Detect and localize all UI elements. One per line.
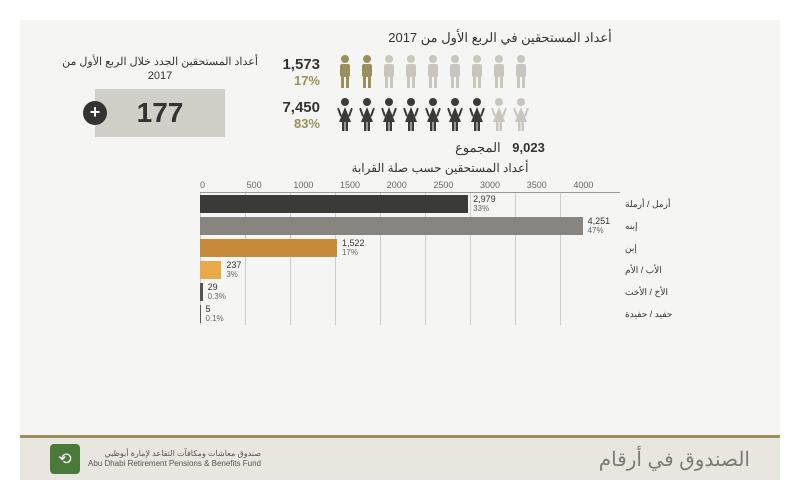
male-icon (511, 54, 531, 89)
bar-value: 2,97933% (473, 195, 496, 213)
x-tick: 0 (200, 180, 247, 190)
x-tick: 2000 (387, 180, 434, 190)
bar-label: أرمل / أرملة (625, 199, 685, 210)
female-icon (489, 97, 509, 132)
male-icon (423, 54, 443, 89)
male-icon (445, 54, 465, 89)
bar-row: الأخ / الأخت290.3% (200, 281, 620, 303)
bar: 2373% (200, 261, 221, 279)
footer-logo: صندوق معاشات ومكافآت التقاعد لإمارة أبوظ… (50, 444, 261, 474)
female-pct: 83% (260, 116, 320, 131)
bar-label: إبنه (625, 221, 685, 232)
bar-row: إبن1,52217% (200, 237, 620, 259)
bar-label: حفيد / حفيدة (625, 309, 685, 320)
x-tick: 500 (247, 180, 294, 190)
x-axis: 05001000150020002500300035004000 (200, 180, 620, 193)
org-name-ar: صندوق معاشات ومكافآت التقاعد لإمارة أبوظ… (88, 449, 261, 459)
new-count: 177 (137, 97, 184, 128)
bar-chart-section: أعداد المستحقين حسب صلة القرابة 05001000… (20, 156, 780, 325)
x-tick: 4000 (573, 180, 620, 190)
bar-label: الأب / الأم (625, 265, 685, 276)
org-name-en: Abu Dhabi Retirement Pensions & Benefits… (88, 459, 261, 469)
female-icon (467, 97, 487, 132)
footer: الصندوق في أرقام صندوق معاشات ومكافآت ال… (20, 435, 780, 480)
male-pct: 17% (260, 73, 320, 88)
bar-row: إبنه4,25147% (200, 215, 620, 237)
female-icon (401, 97, 421, 132)
bar: 1,52217% (200, 239, 337, 257)
female-icon (423, 97, 443, 132)
male-icon (489, 54, 509, 89)
x-tick: 1500 (340, 180, 387, 190)
logo-text: صندوق معاشات ومكافآت التقاعد لإمارة أبوظ… (88, 449, 261, 470)
male-icon (335, 54, 355, 89)
chart-area: 05001000150020002500300035004000 أرمل / … (200, 180, 680, 325)
bar-value: 4,25147% (588, 217, 611, 235)
male-icons (335, 54, 531, 89)
chart-title: أعداد المستحقين حسب صلة القرابة (200, 161, 680, 175)
female-icon (357, 97, 377, 132)
female-icon (335, 97, 355, 132)
pictogram-section: أعداد المستحقين في الربع الأول من 2017 1… (260, 30, 740, 156)
plus-icon: + (83, 101, 107, 125)
bar-row: الأب / الأم2373% (200, 259, 620, 281)
bar: 4,25147% (200, 217, 583, 235)
male-icon (357, 54, 377, 89)
male-stats: 1,573 17% (260, 56, 320, 88)
bars-area: أرمل / أرملة2,97933%إبنه4,25147%إبن1,522… (200, 193, 620, 325)
female-icons (335, 97, 531, 132)
female-icon (511, 97, 531, 132)
bar-value: 2373% (226, 261, 241, 279)
footer-title: الصندوق في أرقام (599, 447, 750, 472)
infographic-container: أعداد المستحقين في الربع الأول من 2017 1… (0, 0, 800, 500)
top-section: أعداد المستحقين في الربع الأول من 2017 1… (20, 20, 780, 156)
female-count: 7,450 (260, 99, 320, 116)
x-tick: 3000 (480, 180, 527, 190)
female-icon (379, 97, 399, 132)
female-row: 7,450 83% (260, 97, 740, 132)
male-row: 1,573 17% (260, 54, 740, 89)
bar-row: أرمل / أرملة2,97933% (200, 193, 620, 215)
total-row: 9,023 المجموع (260, 140, 740, 156)
new-count-box: + 177 (95, 89, 225, 137)
bar: 2,97933% (200, 195, 468, 213)
female-icon (445, 97, 465, 132)
logo-icon: ⟲ (50, 444, 80, 474)
bar-row: حفيد / حفيدة50.1% (200, 303, 620, 325)
total-value: 9,023 (512, 140, 545, 155)
female-stats: 7,450 83% (260, 99, 320, 131)
male-count: 1,573 (260, 56, 320, 73)
bar-label: إبن (625, 243, 685, 254)
x-tick: 1000 (293, 180, 340, 190)
bar-label: الأخ / الأخت (625, 287, 685, 298)
male-icon (467, 54, 487, 89)
male-icon (401, 54, 421, 89)
bar-value: 1,52217% (342, 239, 365, 257)
bar: 290.3% (200, 283, 203, 301)
new-title: أعداد المستحقين الجدد خلال الربع الأول م… (60, 55, 260, 84)
bar-value: 50.1% (205, 305, 223, 323)
new-beneficiaries-box: أعداد المستحقين الجدد خلال الربع الأول م… (60, 30, 260, 156)
male-icon (379, 54, 399, 89)
total-label: المجموع (455, 140, 500, 155)
bar-value: 290.3% (208, 283, 226, 301)
x-tick: 3500 (527, 180, 574, 190)
main-title: أعداد المستحقين في الربع الأول من 2017 (260, 30, 740, 46)
x-tick: 2500 (433, 180, 480, 190)
